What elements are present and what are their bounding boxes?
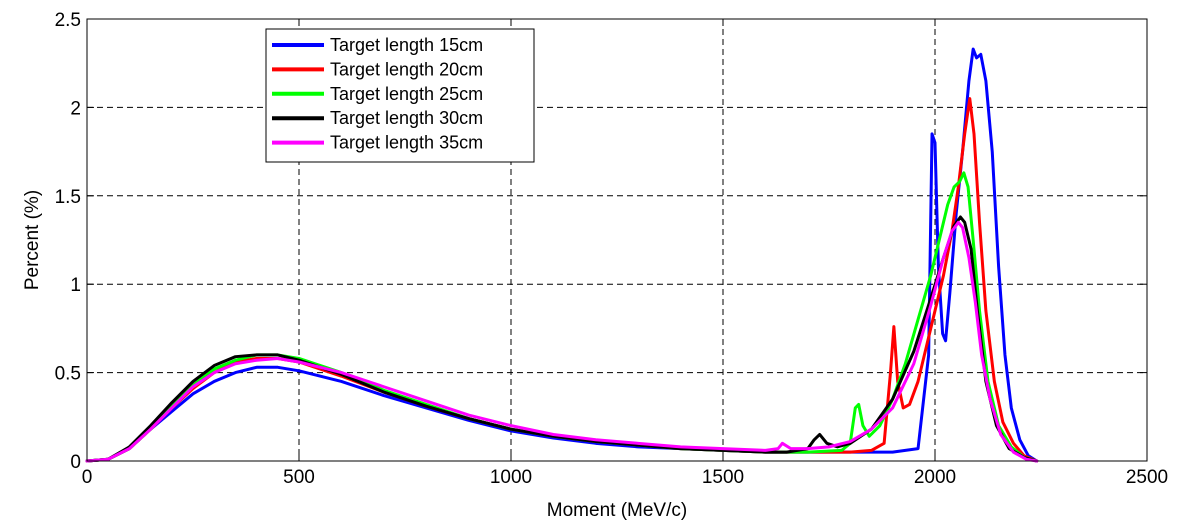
legend-label-1: Target length 15cm xyxy=(330,35,483,55)
x-tick-label: 2500 xyxy=(1126,467,1168,488)
x-tick-label: 2000 xyxy=(914,467,956,488)
series-line-2 xyxy=(85,97,1039,463)
legend-label-2: Target length 20cm xyxy=(330,59,483,79)
y-axis-label: Percent (%) xyxy=(22,190,43,290)
legend-label-4: Target length 30cm xyxy=(330,108,483,128)
y-tick-label: 2.5 xyxy=(55,10,81,31)
y-tick-label: 1 xyxy=(70,275,81,296)
x-tick-labels: 0 500 1000 1500 2000 2500 xyxy=(82,467,1168,488)
x-axis-label: Moment (MeV/c) xyxy=(547,500,687,521)
y-tick-labels: 0 0.5 1 1.5 2 2.5 xyxy=(55,10,81,473)
x-tick-label: 500 xyxy=(283,467,315,488)
x-tick-label: 1000 xyxy=(490,467,532,488)
series-lines xyxy=(85,47,1039,463)
y-tick-label: 0.5 xyxy=(55,364,81,385)
legend-label-3: Target length 25cm xyxy=(330,84,483,104)
y-tick-label: 2 xyxy=(70,98,81,119)
series-line-4 xyxy=(85,215,1039,463)
legend: Target length 15cm Target length 20cm Targ… xyxy=(265,28,535,163)
x-tick-label: 1500 xyxy=(702,467,744,488)
legend-label-5: Target length 35cm xyxy=(330,133,483,153)
axis-ticks xyxy=(86,18,1148,462)
series-line-5 xyxy=(85,220,1039,463)
y-tick-label: 1.5 xyxy=(55,187,81,208)
x-tick-label: 0 xyxy=(82,467,93,488)
y-tick-label: 0 xyxy=(70,452,81,473)
plot-area-frame xyxy=(86,18,1148,462)
